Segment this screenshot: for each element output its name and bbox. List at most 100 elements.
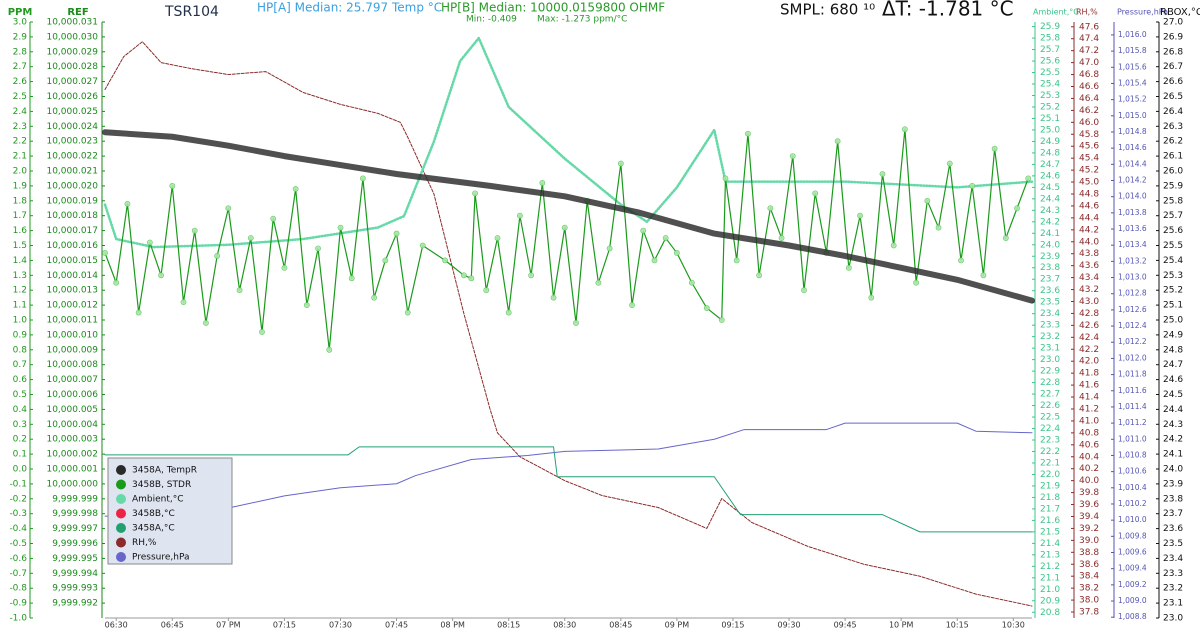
series-point <box>662 235 669 241</box>
y-tick-label: 1,015.4 <box>1118 78 1147 87</box>
series-point <box>845 264 852 271</box>
y-tick-label: 42.8 <box>1079 309 1099 319</box>
series-point <box>382 257 389 264</box>
y-tick-label: 26.7 <box>1163 62 1183 72</box>
y-tick-label: 1,014.6 <box>1118 143 1147 152</box>
y-tick-label: 0.4 <box>13 405 28 415</box>
y-tick-label: 22.2 <box>1040 447 1060 457</box>
x-tick-label: 07:45 <box>385 621 408 630</box>
y-tick-label: 21.2 <box>1040 562 1060 572</box>
y-tick-label: 10,000.004 <box>46 420 98 430</box>
series-point <box>460 272 467 279</box>
y-tick-label: 2.5 <box>13 92 27 102</box>
annotation: HP[B] Median: 10000.0159800 OHMF <box>441 1 665 15</box>
y-tick-label: 26.4 <box>1163 107 1183 117</box>
y-tick-label: 23.5 <box>1040 298 1060 308</box>
y-tick-label: 38.0 <box>1079 596 1099 606</box>
series-point <box>969 182 976 189</box>
series-line <box>104 41 1033 607</box>
series-point <box>640 227 647 234</box>
series-point <box>281 264 288 271</box>
y-tick-label: 10,000.005 <box>46 405 98 415</box>
series-point <box>703 305 710 311</box>
series-point <box>812 190 819 197</box>
x-tick-label: 07:30 <box>329 621 352 630</box>
chart-title: TSR104 <box>164 4 219 20</box>
legend-marker <box>116 508 126 519</box>
y-tick-label: 40.4 <box>1079 452 1099 462</box>
y-tick-label: 39.2 <box>1079 524 1099 534</box>
series-point <box>180 299 187 306</box>
y-tick-label: 25.3 <box>1040 91 1060 101</box>
series-point <box>573 320 579 326</box>
legend-label: 3458A,°C <box>132 524 175 534</box>
x-tick-label: 06:30 <box>105 621 128 630</box>
series-point <box>868 294 875 301</box>
y-tick-label: 9,999.993 <box>52 584 98 594</box>
y-tick-label: 1,016.0 <box>1118 30 1147 39</box>
x-tick-label: 09:45 <box>834 621 857 630</box>
y-tick-label: 42.6 <box>1079 321 1099 331</box>
annotation: ΔT: -1.781 °C <box>882 0 1014 21</box>
legend-label: 3458B,°C <box>132 509 175 519</box>
y-tick-label: 42.0 <box>1079 357 1099 367</box>
y-tick-label: 25.5 <box>1163 241 1183 251</box>
y-tick-label: 10,000.013 <box>46 286 98 296</box>
y-tick-label: 44.6 <box>1079 201 1099 211</box>
y-tick-label: 1,009.4 <box>1118 564 1147 573</box>
x-tick-label: 07:15 <box>273 621 296 630</box>
y-tick-label: 1,009.6 <box>1118 547 1147 556</box>
y-tick-label: 46.8 <box>1079 70 1099 80</box>
series-point <box>935 224 942 231</box>
x-tick-label: 07 PM <box>216 621 241 630</box>
y-tick-label: 22.7 <box>1040 390 1060 400</box>
y-tick-label: 1.3 <box>13 271 27 281</box>
y-tick-label: 25.6 <box>1040 57 1060 67</box>
y-tick-label: 1,015.0 <box>1118 111 1147 120</box>
y-tick-label: 39.0 <box>1079 536 1099 546</box>
y-tick-label: 10,000.018 <box>46 211 98 221</box>
y-tick-label: 26.1 <box>1163 152 1183 162</box>
y-tick-label: 1,011.4 <box>1118 402 1147 411</box>
y-tick-label: 45.8 <box>1079 130 1099 140</box>
y-tick-label: 38.2 <box>1079 584 1099 594</box>
legend-marker <box>116 523 126 533</box>
y-tick-label: -0.4 <box>9 524 27 534</box>
y-tick-label: 27.0 <box>1163 18 1183 28</box>
y-tick-label: 10,000.029 <box>46 47 98 57</box>
y-tick-label: 1,008.8 <box>1118 612 1147 621</box>
legend-marker <box>116 537 126 548</box>
y-tick-label: 46.6 <box>1079 82 1099 92</box>
y-tick-label: 1,014.4 <box>1118 159 1147 168</box>
y-tick-label: 39.4 <box>1079 512 1099 522</box>
y-tick-label: 39.6 <box>1079 500 1099 510</box>
y-tick-label: 26.3 <box>1163 122 1183 132</box>
y-tick-label: 26.6 <box>1163 77 1183 87</box>
y-tick-label: 10,000.012 <box>46 301 98 311</box>
y-tick-label: 25.0 <box>1163 316 1183 326</box>
y-tick-label: 25.0 <box>1040 125 1060 135</box>
y-tick-label: 1,009.2 <box>1118 580 1147 589</box>
y-tick-label: 10,000.031 <box>46 18 98 28</box>
y-tick-label: 43.0 <box>1079 297 1099 307</box>
y-tick-label: 24.7 <box>1163 360 1183 370</box>
y-tick-label: 1,013.4 <box>1118 240 1147 249</box>
series-point <box>419 242 426 249</box>
y-tick-label: 10,000.006 <box>46 390 98 400</box>
series-line <box>104 446 1033 533</box>
y-tick-label: 26.9 <box>1163 32 1183 42</box>
y-tick-label: 1,014.8 <box>1118 127 1147 136</box>
series-point <box>1002 235 1009 241</box>
y-tick-label: -0.6 <box>9 554 27 564</box>
series-line <box>104 422 1033 517</box>
series-point <box>745 130 751 137</box>
y-tick-label: -0.1 <box>9 479 27 489</box>
y-tick-label: 1.2 <box>13 286 27 296</box>
y-tick-label: 1,012.2 <box>1118 337 1147 346</box>
y-tick-label: 23.5 <box>1163 539 1183 549</box>
y-tick-label: 20.9 <box>1040 596 1060 606</box>
y-tick-label: 10,000.023 <box>46 137 98 147</box>
y-tick-label: 26.0 <box>1163 167 1183 177</box>
y-tick-label: 23.4 <box>1040 309 1060 319</box>
y-tick-label: 1,015.8 <box>1118 46 1147 55</box>
